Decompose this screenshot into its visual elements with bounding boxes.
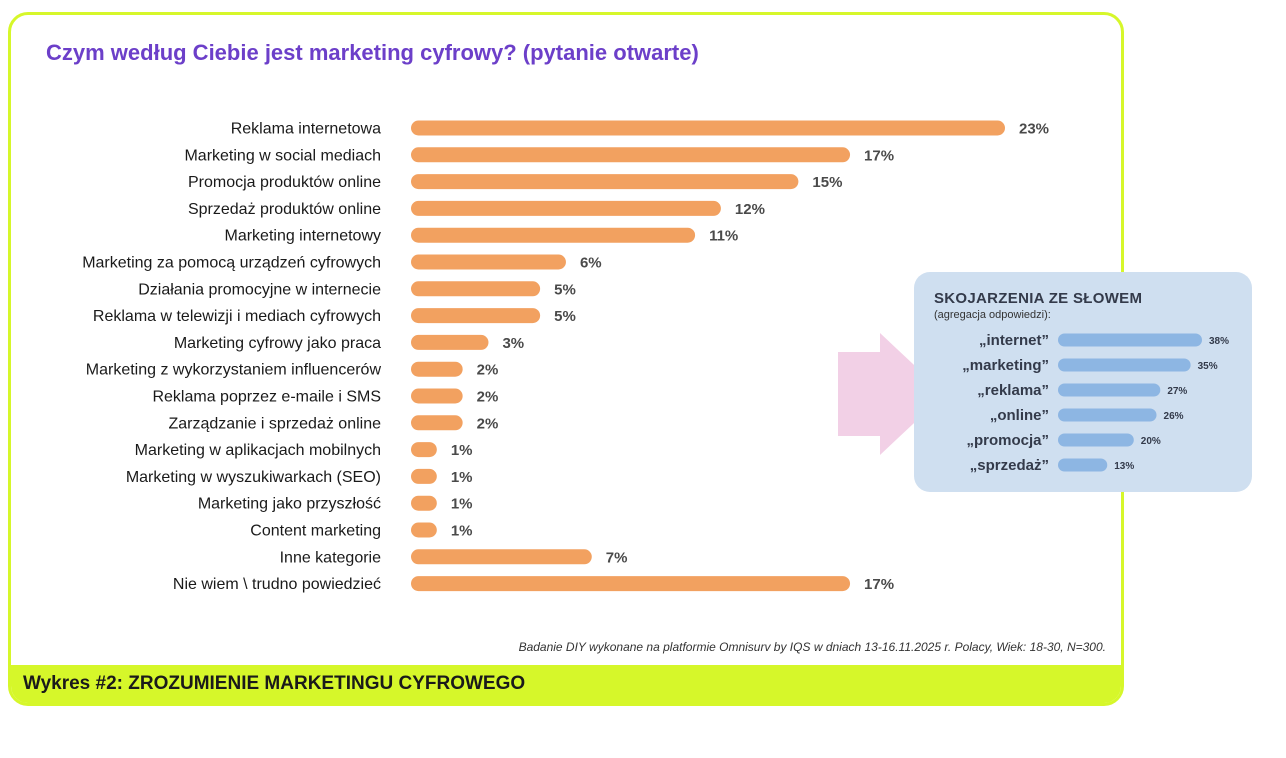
inset-bar bbox=[1058, 358, 1191, 372]
value-label: 2% bbox=[477, 362, 499, 379]
inset-value-label: 38% bbox=[1209, 336, 1229, 347]
value-label: 3% bbox=[502, 335, 524, 352]
inset-category-label: „sprzedaż” bbox=[970, 457, 1049, 474]
category-label: Marketing internetowy bbox=[224, 228, 381, 245]
inset-value-label: 13% bbox=[1114, 461, 1134, 472]
inset-bar bbox=[1058, 333, 1202, 347]
inset-subtitle: (agregacja odpowiedzi): bbox=[934, 309, 1051, 321]
bar bbox=[411, 227, 696, 243]
inset-value-label: 27% bbox=[1167, 386, 1187, 397]
inset-category-label: „marketing” bbox=[962, 357, 1049, 374]
bar bbox=[411, 308, 541, 324]
bar bbox=[411, 522, 437, 538]
category-label: Promocja produktów online bbox=[188, 174, 381, 191]
inset-value-label: 26% bbox=[1164, 411, 1184, 422]
value-label: 17% bbox=[864, 576, 894, 593]
value-label: 17% bbox=[864, 147, 894, 164]
category-label: Marketing cyfrowy jako praca bbox=[174, 335, 381, 352]
bar bbox=[411, 281, 541, 297]
bar bbox=[411, 334, 489, 350]
footer-title: Wykres #2: ZROZUMIENIE MARKETINGU CYFROW… bbox=[23, 673, 526, 694]
category-label: Marketing w aplikacjach mobilnych bbox=[135, 442, 381, 459]
bar bbox=[411, 174, 799, 190]
category-label: Marketing w wyszukiwarkach (SEO) bbox=[126, 469, 381, 486]
associations-panel bbox=[914, 272, 1252, 492]
source-note: Badanie DIY wykonane na platformie Omnis… bbox=[518, 640, 1106, 654]
value-label: 11% bbox=[709, 228, 738, 245]
category-label: Inne kategorie bbox=[280, 549, 382, 566]
value-label: 1% bbox=[451, 496, 473, 513]
bar bbox=[411, 361, 463, 377]
inset-value-label: 35% bbox=[1198, 361, 1218, 372]
value-label: 1% bbox=[451, 523, 473, 540]
value-label: 5% bbox=[554, 281, 576, 298]
bar bbox=[411, 576, 851, 592]
category-label: Marketing za pomocą urządzeń cyfrowych bbox=[82, 255, 381, 272]
category-label: Działania promocyjne w internecie bbox=[138, 281, 381, 298]
category-label: Nie wiem \ trudno powiedzieć bbox=[173, 576, 381, 593]
bar bbox=[411, 120, 1005, 136]
inset-category-label: „reklama” bbox=[977, 382, 1049, 399]
inset-category-label: „promocja” bbox=[966, 432, 1049, 449]
value-label: 23% bbox=[1019, 121, 1049, 138]
bar bbox=[411, 254, 566, 270]
value-label: 2% bbox=[477, 389, 499, 406]
inset-bar bbox=[1058, 383, 1161, 397]
value-label: 6% bbox=[580, 255, 602, 272]
bar bbox=[411, 442, 437, 458]
bar bbox=[411, 415, 463, 431]
bar bbox=[411, 495, 437, 511]
category-label: Sprzedaż produktów online bbox=[188, 201, 381, 218]
inset-bar bbox=[1058, 408, 1157, 422]
category-label: Reklama poprzez e-maile i SMS bbox=[152, 389, 381, 406]
bar bbox=[411, 388, 463, 404]
value-label: 7% bbox=[606, 549, 628, 566]
inset-value-label: 20% bbox=[1141, 436, 1161, 447]
bar bbox=[411, 468, 437, 484]
chart-title: Czym według Ciebie jest marketing cyfrow… bbox=[46, 40, 699, 65]
inset-title: SKOJARZENIA ZE SŁOWEM bbox=[934, 290, 1143, 307]
category-label: Marketing z wykorzystaniem influencerów bbox=[86, 362, 382, 379]
value-label: 12% bbox=[735, 201, 765, 218]
category-label: Content marketing bbox=[250, 523, 381, 540]
inset-bar bbox=[1058, 458, 1108, 472]
inset-category-label: „internet” bbox=[979, 332, 1049, 349]
value-label: 1% bbox=[451, 469, 473, 486]
bar bbox=[411, 549, 592, 565]
category-label: Marketing jako przyszłość bbox=[198, 496, 381, 513]
inset-bar bbox=[1058, 433, 1134, 447]
category-label: Zarządzanie i sprzedaż online bbox=[168, 415, 381, 432]
value-label: 5% bbox=[554, 308, 576, 325]
value-label: 2% bbox=[477, 415, 499, 432]
value-label: 1% bbox=[451, 442, 473, 459]
bar bbox=[411, 200, 721, 216]
inset-category-label: „online” bbox=[990, 407, 1049, 424]
footer-band: Wykres #2: ZROZUMIENIE MARKETINGU CYFROW… bbox=[11, 665, 1121, 703]
category-label: Marketing w social mediach bbox=[184, 147, 381, 164]
value-label: 15% bbox=[812, 174, 842, 191]
bar bbox=[411, 147, 851, 163]
category-label: Reklama internetowa bbox=[231, 121, 381, 138]
category-label: Reklama w telewizji i mediach cyfrowych bbox=[93, 308, 381, 325]
